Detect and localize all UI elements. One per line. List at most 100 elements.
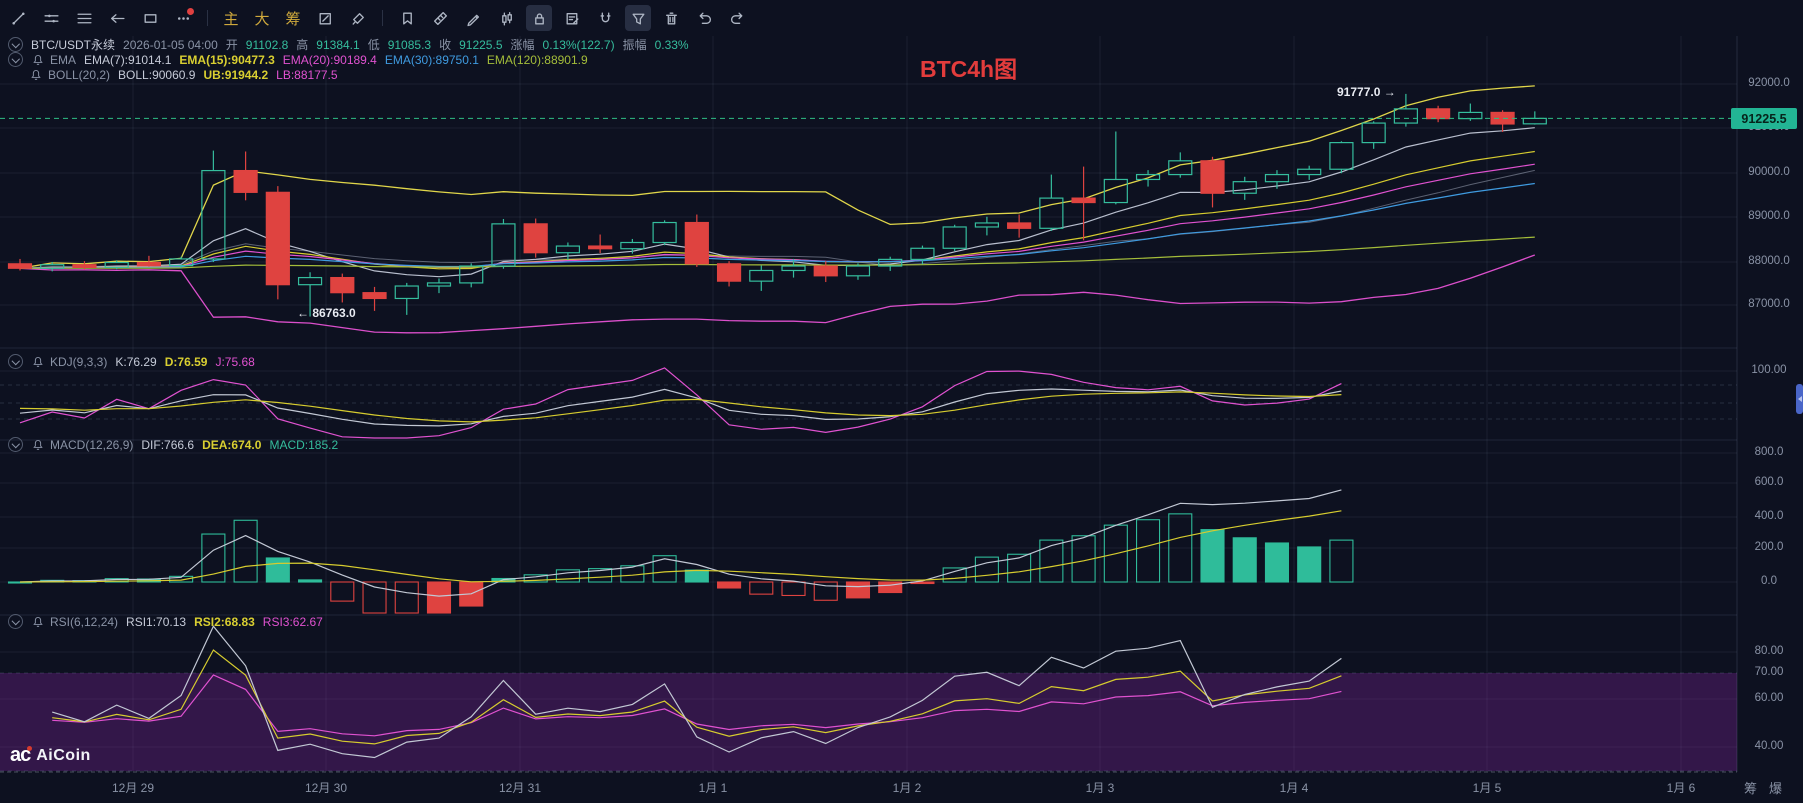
aicoin-logo: ac AiCoin — [10, 744, 91, 767]
segment: 91384.1 — [316, 37, 360, 52]
alert-bell-icon[interactable] — [31, 53, 45, 67]
x-axis-label: 1月 5 — [1472, 781, 1502, 795]
bottom-right-buttons: 筹爆 — [1744, 778, 1782, 797]
note-edit-tool-icon[interactable] — [559, 5, 585, 31]
segment: 高 — [296, 38, 309, 52]
macd-indicator-bar: MACD(12,26,9) DIF:766.6 DEA:674.0 MACD:185.… — [8, 437, 346, 452]
y-axis-label: 0.0 — [1761, 575, 1777, 587]
y-axis-label: 88000.0 — [1748, 255, 1790, 267]
y-axis-label: 600.0 — [1754, 476, 1784, 488]
chevron-down-icon[interactable] — [8, 37, 23, 52]
chevron-down-icon[interactable] — [8, 354, 23, 369]
x-axis-label: 1月 2 — [892, 781, 922, 795]
bookmark-tool-icon[interactable] — [394, 5, 420, 31]
logo-text: AiCoin — [36, 746, 91, 764]
brush-tool-icon[interactable] — [345, 5, 371, 31]
chevron-down-icon[interactable] — [8, 614, 23, 629]
alert-bell-icon[interactable] — [31, 355, 45, 369]
y-axis-label: 200.0 — [1754, 541, 1784, 553]
segment: EMA(20):90189.4 — [282, 52, 377, 67]
y-axis-label: 70.00 — [1754, 666, 1784, 678]
rectangle-tool-icon[interactable] — [137, 5, 163, 31]
segment: EMA(30):89750.1 — [384, 52, 479, 67]
y-axis-label: 800.0 — [1754, 446, 1784, 458]
boll-readout: BOLL(20,2) BOLL:90060.9 UB:91944.2 LB:88177… — [48, 68, 346, 82]
high-price-annotation: 91777.0 → — [1337, 85, 1396, 99]
main-view-button[interactable]: 主 — [223, 10, 239, 28]
segment: DEA:674.0 — [202, 437, 262, 452]
ema-readout: EMA EMA(7):91014.1 EMA(15):90477.3 EMA(20):… — [50, 53, 596, 67]
y-axis-label: 87000.0 — [1748, 298, 1790, 310]
panel-collapse-handle[interactable] — [1796, 384, 1803, 414]
chevron-down-icon[interactable] — [8, 437, 23, 452]
segment: 振幅 — [622, 38, 647, 52]
x-axis-label: 1月 4 — [1279, 781, 1309, 795]
measure-tool-icon[interactable] — [427, 5, 453, 31]
rsi-readout: RSI(6,12,24) RSI1:70.13 RSI2:68.83 RSI3:62.… — [50, 615, 331, 629]
y-axis-label: 100.00 — [1751, 364, 1787, 376]
pencil-tool-icon[interactable] — [460, 5, 486, 31]
segment: 2026-01-05 04:00 — [123, 37, 218, 52]
y-axis-label: 90000.0 — [1748, 166, 1790, 178]
horizontal-segment-tool-icon[interactable] — [38, 5, 64, 31]
magnet-tool-icon[interactable] — [592, 5, 618, 31]
chip-distribution-button[interactable]: 筹 — [1744, 781, 1758, 796]
large-view-button[interactable]: 大 — [254, 10, 270, 28]
undo-button-icon[interactable] — [691, 5, 717, 31]
ray-tool-icon[interactable] — [104, 5, 130, 31]
segment: 涨幅 — [510, 38, 535, 52]
chevron-down-icon[interactable] — [8, 52, 23, 67]
x-axis-label: 12月 31 — [498, 781, 542, 795]
y-axis-label: 80.00 — [1754, 645, 1784, 657]
x-axis-label: 12月 30 — [304, 781, 348, 795]
logo-mark: ac — [10, 744, 33, 766]
notification-badge — [187, 8, 194, 15]
segment: 0.13%(122.7) — [542, 37, 615, 52]
liquidation-button[interactable]: 爆 — [1769, 781, 1783, 796]
drawing-list-tool-icon[interactable] — [71, 5, 97, 31]
kline-edit-tool-icon[interactable] — [312, 5, 338, 31]
y-axis-label: 92000.0 — [1748, 77, 1790, 89]
segment: 开 — [225, 38, 238, 52]
alert-bell-icon[interactable] — [31, 615, 45, 629]
alert-bell-icon[interactable] — [31, 438, 45, 452]
y-axis-label: 89000.0 — [1748, 210, 1790, 222]
segment: MACD:185.2 — [269, 437, 339, 452]
chip-view-button[interactable]: 筹 — [285, 10, 301, 28]
toolbar-separator — [382, 10, 383, 26]
ohlc-readout: BTC/USDT永续 2026-01-05 04:00 开 91102.8 高 91384… — [31, 36, 697, 53]
toolbar-separator — [207, 10, 208, 26]
boll-indicator-bar: BOLL(20,2) BOLL:90060.9 UB:91944.2 LB:88177… — [29, 67, 346, 82]
segment: D:76.59 — [164, 354, 208, 369]
ema-indicator-bar: EMA EMA(7):91014.1 EMA(15):90477.3 EMA(20):… — [8, 52, 596, 67]
delete-drawings-tool-icon[interactable] — [658, 5, 684, 31]
more-drawing-tools-icon[interactable] — [170, 5, 196, 31]
segment: 低 — [367, 38, 380, 52]
trend-line-tool-icon[interactable] — [5, 5, 31, 31]
symbol-info-bar: BTC/USDT永续 2026-01-05 04:00 开 91102.8 高 91384… — [8, 37, 697, 52]
segment: 91225.5 — [459, 37, 503, 52]
segment: UB:91944.2 — [203, 67, 269, 82]
drawing-toolbar: 主大筹 — [0, 0, 1803, 36]
alert-bell-icon[interactable] — [29, 68, 43, 82]
segment: 91085.3 — [387, 37, 432, 52]
redo-button-icon[interactable] — [724, 5, 750, 31]
segment: EMA(120):88901.9 — [486, 52, 588, 67]
macd-readout: MACD(12,26,9) DIF:766.6 DEA:674.0 MACD:185.… — [50, 438, 346, 452]
segment: MACD(12,26,9) — [50, 437, 134, 452]
kdj-indicator-bar: KDJ(9,3,3) K:76.29 D:76.59 J:75.68 — [8, 354, 263, 369]
filter-tool-icon[interactable] — [625, 5, 651, 31]
lock-tool-icon[interactable] — [526, 5, 552, 31]
y-axis-label: 400.0 — [1754, 510, 1784, 522]
segment: LB:88177.5 — [276, 67, 338, 82]
kline-compare-tool-icon[interactable] — [493, 5, 519, 31]
last-price-tag: 91225.5 — [1731, 108, 1797, 129]
x-axis-label: 1月 1 — [698, 781, 728, 795]
segment: EMA(7):91014.1 — [84, 52, 172, 67]
segment: KDJ(9,3,3) — [50, 354, 108, 369]
segment: BTC/USDT永续 — [31, 38, 116, 52]
x-axis-label: 1月 3 — [1085, 781, 1115, 795]
segment: EMA — [50, 52, 77, 67]
kdj-readout: KDJ(9,3,3) K:76.29 D:76.59 J:75.68 — [50, 355, 263, 369]
